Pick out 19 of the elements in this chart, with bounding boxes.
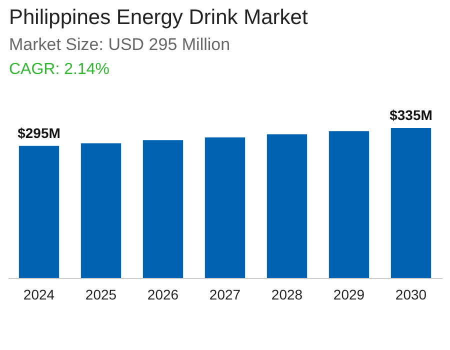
bar xyxy=(266,134,308,278)
x-tick-label: 2024 xyxy=(23,286,55,302)
bar xyxy=(390,128,432,278)
chart-title: Philippines Energy Drink Market xyxy=(9,6,309,30)
data-label: $335M xyxy=(390,107,432,123)
x-tick-label: 2027 xyxy=(209,286,241,302)
bar xyxy=(142,140,184,278)
bar xyxy=(80,143,122,278)
x-tick-label: 2028 xyxy=(271,286,303,302)
chart-subtitle: Market Size: USD 295 Million xyxy=(9,35,232,55)
bar xyxy=(328,131,370,278)
x-tick-label: 2025 xyxy=(85,286,117,302)
bar xyxy=(18,146,60,278)
bar xyxy=(204,137,246,278)
x-tick-label: 2029 xyxy=(333,286,365,302)
x-tick-label: 2030 xyxy=(395,286,427,302)
x-tick-label: 2026 xyxy=(147,286,179,302)
text: CAGR: 2.14% xyxy=(9,61,110,79)
data-label: $295M xyxy=(18,124,60,141)
